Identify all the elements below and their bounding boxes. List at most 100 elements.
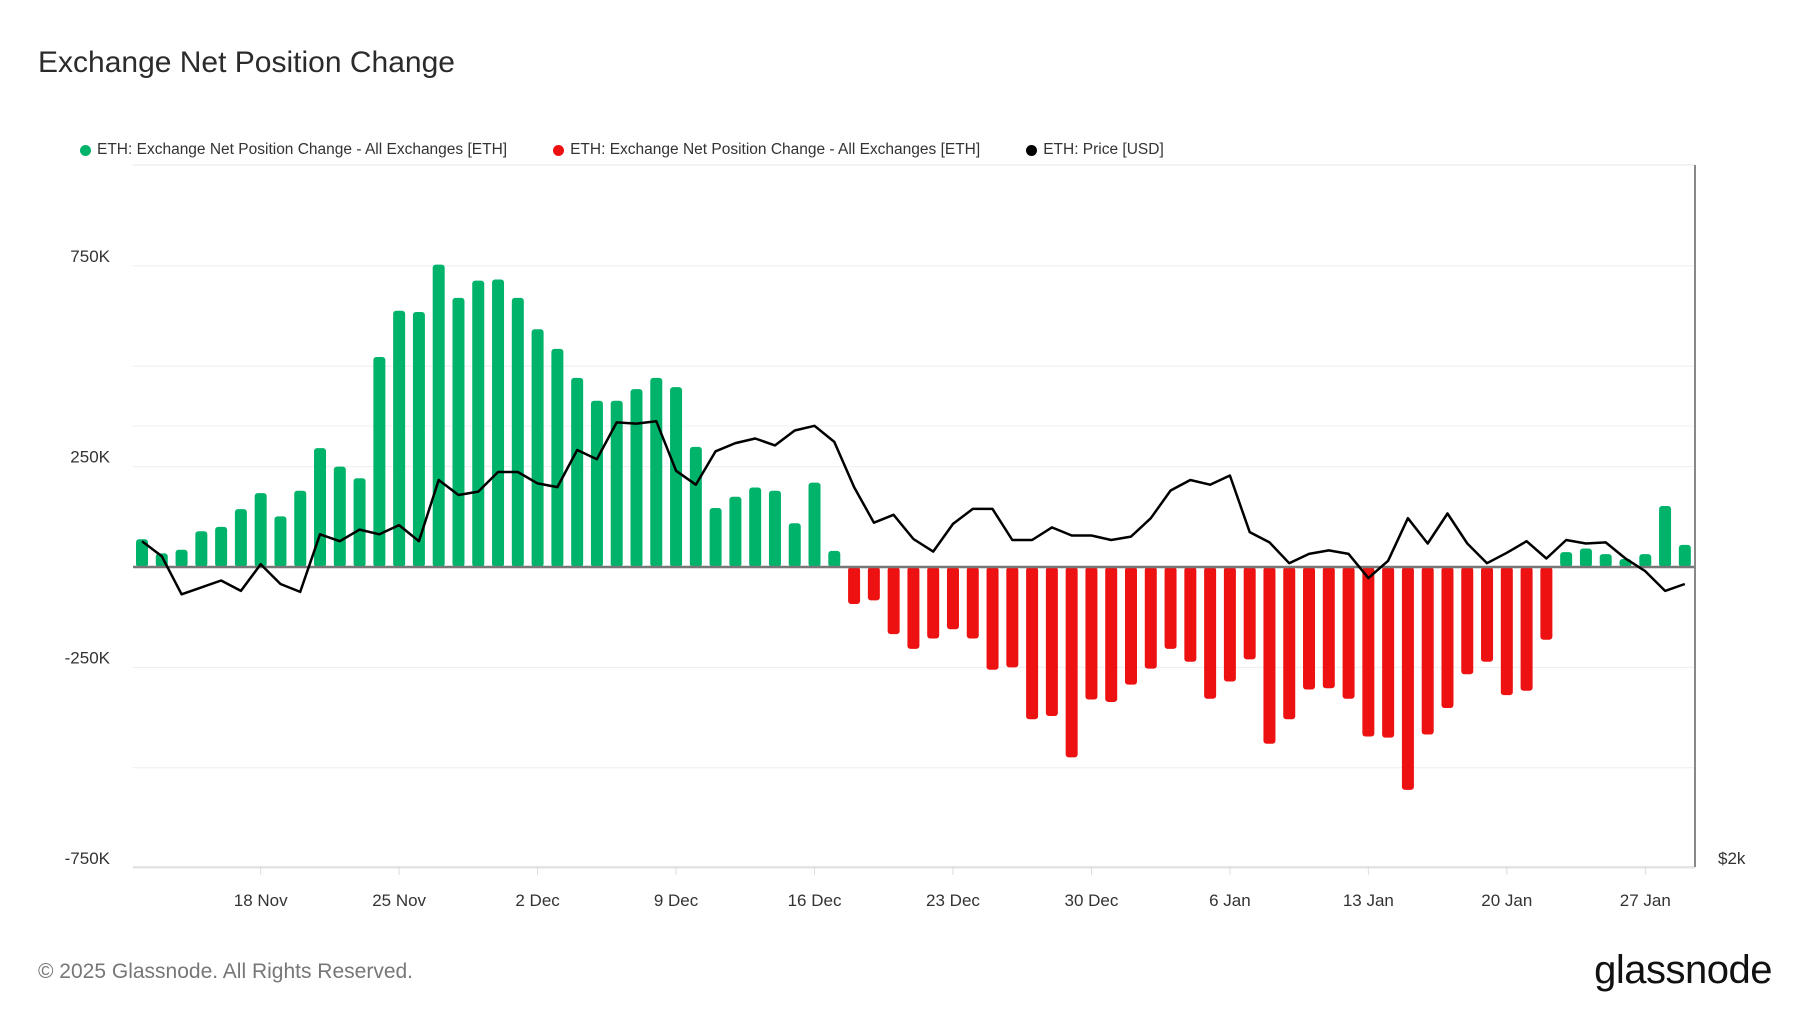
bar-negative bbox=[1223, 567, 1236, 682]
bar-positive bbox=[1599, 554, 1612, 567]
bar-negative bbox=[986, 567, 999, 670]
bar-negative bbox=[1263, 567, 1276, 744]
bar-positive bbox=[432, 264, 445, 567]
bar-negative bbox=[1204, 567, 1217, 699]
bar-positive bbox=[511, 297, 524, 567]
y-tick-label: -750K bbox=[65, 849, 111, 868]
bar-positive bbox=[630, 389, 643, 567]
bar-positive bbox=[492, 279, 505, 567]
bar-positive bbox=[650, 377, 663, 567]
bar-negative bbox=[1342, 567, 1355, 699]
bar-positive bbox=[729, 496, 742, 567]
bar-positive bbox=[788, 523, 801, 567]
bar-positive bbox=[452, 297, 465, 567]
bar-positive bbox=[689, 446, 702, 567]
bar-positive bbox=[1639, 554, 1652, 567]
x-tick-label: 25 Nov bbox=[372, 891, 426, 910]
glassnode-logo: glassnode bbox=[1594, 948, 1772, 992]
bar-negative bbox=[907, 567, 920, 649]
bar-positive bbox=[610, 400, 623, 567]
x-tick-label: 27 Jan bbox=[1620, 891, 1671, 910]
x-tick-label: 23 Dec bbox=[926, 891, 980, 910]
bar-positive bbox=[254, 493, 267, 567]
legend-dot-black bbox=[1026, 144, 1038, 156]
bar-negative bbox=[1441, 567, 1454, 708]
bar-negative bbox=[1500, 567, 1513, 696]
copyright: © 2025 Glassnode. All Rights Reserved. bbox=[38, 960, 414, 983]
bar-negative bbox=[1144, 567, 1157, 669]
bar-negative bbox=[1283, 567, 1296, 720]
bar-negative bbox=[1303, 567, 1316, 690]
bar-negative bbox=[848, 567, 861, 604]
bar-negative bbox=[1085, 567, 1098, 700]
bar-negative bbox=[1322, 567, 1335, 689]
y2-tick-label: $2k bbox=[1718, 849, 1746, 868]
bar-negative bbox=[927, 567, 940, 639]
bar-negative bbox=[946, 567, 959, 630]
bar-positive bbox=[768, 490, 781, 567]
y-tick-label: 250K bbox=[70, 448, 110, 467]
legend-item-positive[interactable]: ETH: Exchange Net Position Change - All … bbox=[80, 141, 507, 159]
x-tick-label: 9 Dec bbox=[654, 891, 699, 910]
y-tick-label: 750K bbox=[70, 247, 110, 266]
bar-positive bbox=[551, 348, 564, 567]
bar-negative bbox=[1164, 567, 1177, 649]
bar-negative bbox=[1401, 567, 1414, 790]
legend-item-negative[interactable]: ETH: Exchange Net Position Change - All … bbox=[553, 141, 980, 159]
bar-positive bbox=[1659, 505, 1672, 567]
x-tick-label: 30 Dec bbox=[1065, 891, 1119, 910]
bar-negative bbox=[1540, 567, 1553, 640]
legend-label: ETH: Price [USD] bbox=[1043, 141, 1164, 158]
bar-positive bbox=[1579, 548, 1592, 567]
bar-positive bbox=[353, 478, 366, 567]
bar-positive bbox=[294, 490, 307, 567]
bar-positive bbox=[333, 466, 346, 567]
bar-positive bbox=[1678, 544, 1691, 567]
legend-label: ETH: Exchange Net Position Change - All … bbox=[570, 141, 981, 158]
legend-label: ETH: Exchange Net Position Change - All … bbox=[97, 141, 508, 158]
bar-positive bbox=[314, 448, 327, 567]
x-tick-label: 2 Dec bbox=[515, 891, 560, 910]
bar-positive bbox=[590, 400, 603, 567]
bar-negative bbox=[1065, 567, 1078, 758]
bar-positive bbox=[274, 516, 287, 567]
bar-positive bbox=[531, 329, 544, 567]
y-tick-label: -250K bbox=[65, 648, 111, 667]
bar-positive bbox=[373, 356, 386, 567]
x-tick-label: 16 Dec bbox=[788, 891, 842, 910]
bar-positive bbox=[828, 550, 841, 567]
x-tick-label: 18 Nov bbox=[234, 891, 288, 910]
legend-item-price[interactable]: ETH: Price [USD] bbox=[1026, 141, 1164, 159]
price-line bbox=[141, 419, 1686, 596]
x-tick-label: 13 Jan bbox=[1343, 891, 1394, 910]
bar-positive bbox=[412, 311, 425, 567]
bar-negative bbox=[966, 567, 979, 639]
bar-negative bbox=[1125, 567, 1137, 685]
bar-negative bbox=[1421, 567, 1434, 735]
legend: ETH: Exchange Net Position Change - All … bbox=[80, 141, 1164, 159]
bar-negative bbox=[1461, 567, 1474, 675]
bar-negative bbox=[1045, 567, 1058, 716]
bar-positive bbox=[670, 387, 683, 567]
bar-negative bbox=[1184, 567, 1197, 662]
legend-dot-red bbox=[553, 144, 565, 156]
bar-negative bbox=[1105, 567, 1118, 702]
bar-negative bbox=[1026, 567, 1039, 720]
bar-negative bbox=[1006, 567, 1019, 668]
bar-positive bbox=[709, 507, 722, 567]
bar-positive bbox=[1560, 552, 1573, 567]
bar-positive bbox=[472, 280, 485, 567]
bar-positive bbox=[749, 487, 762, 567]
bar-negative bbox=[1382, 567, 1395, 738]
bar-positive bbox=[234, 509, 247, 567]
legend-dot-green bbox=[80, 144, 91, 156]
bar-positive bbox=[175, 549, 188, 567]
bar-positive bbox=[215, 526, 228, 567]
bar-positive bbox=[393, 310, 406, 567]
bar-negative bbox=[1362, 567, 1375, 737]
chart-title: Exchange Net Position Change bbox=[38, 46, 455, 79]
bar-positive bbox=[136, 539, 148, 567]
x-tick-label: 20 Jan bbox=[1481, 891, 1532, 910]
bar-positive bbox=[195, 531, 208, 567]
